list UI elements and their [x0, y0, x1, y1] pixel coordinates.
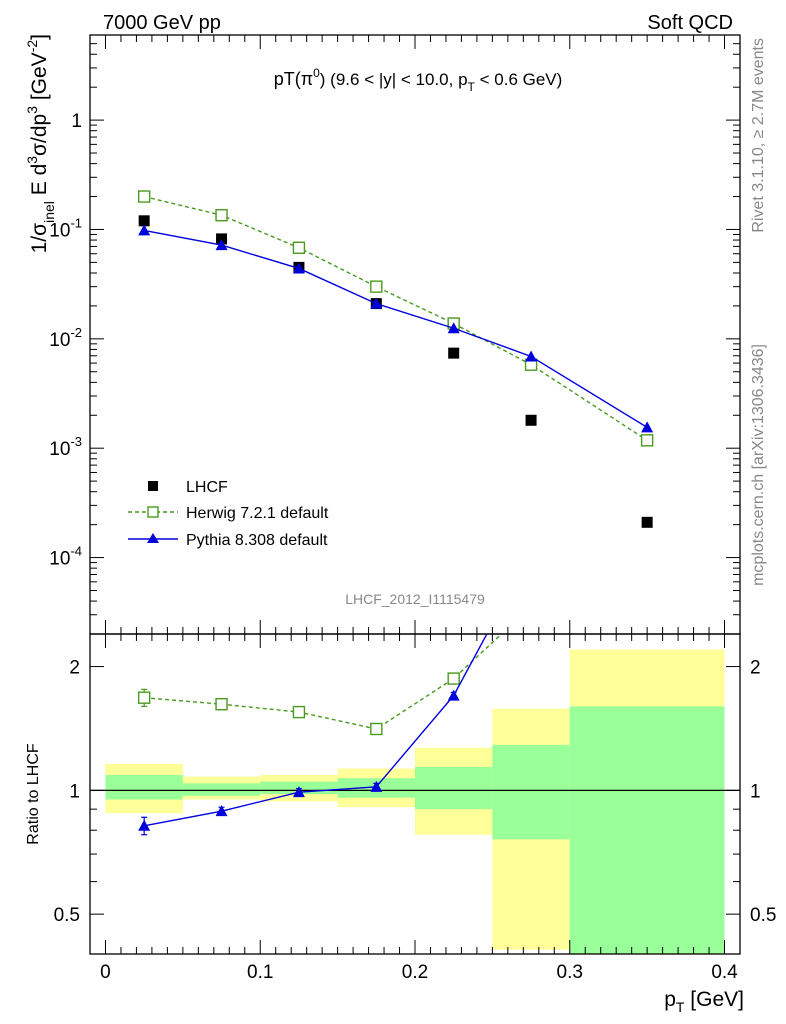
data-point-pythia — [292, 262, 305, 274]
uncertainty-band-inner — [182, 783, 261, 796]
series-line-pythia — [144, 229, 648, 428]
uncertainty-band-inner — [105, 774, 183, 800]
ratio-point-herwig — [292, 705, 306, 719]
ratio-plot: 0 0.1 0.2 0.3 0.4 0.5 0.5 1 1 2 2 Ratio to LHCF pT… — [25, 633, 776, 1015]
legend-item-pythia: Pythia 8.308 default — [128, 532, 328, 549]
legend: LHCF Herwig 7.2.1 default Pythia 8.308 d… — [128, 479, 329, 549]
y-tick-label: 10-3 — [49, 434, 82, 460]
data-point-pythia — [447, 322, 460, 334]
data-point-lhcf — [216, 233, 228, 245]
main-plot: 10-4 10-3 10-2 10-1 1 pT(π0) (9.6 < |y| < 10… — [24, 34, 741, 635]
x-tick-label: 0.3 — [557, 962, 583, 983]
series-line-herwig — [144, 195, 648, 441]
data-point-pythia — [215, 239, 228, 251]
legend-marker-pythia — [147, 533, 159, 543]
data-point-lhcf — [138, 215, 150, 227]
ratio-point-pythia — [447, 689, 460, 701]
x-tick-label: 0.1 — [247, 962, 273, 983]
y-tick-label: 10-4 — [49, 544, 82, 570]
header-left: 7000 GeV pp — [103, 12, 221, 34]
ratio-y-tick-label: 1 — [69, 781, 80, 802]
uncertainty-band-inner — [492, 744, 570, 840]
ratio-point-pythia — [370, 780, 383, 792]
x-axis-label: pT [GeV] — [664, 988, 744, 1015]
ratio-y-tick-label-right: 1 — [750, 781, 761, 802]
uncertainty-band-inner — [415, 766, 493, 810]
ratio-point-herwig — [447, 672, 460, 685]
y-axis-label: 1/σinel E d3σ/dp3 [GeV-2] — [24, 34, 57, 253]
data-point-lhcf — [525, 414, 537, 426]
data-point-pythia — [370, 297, 383, 309]
data-point-lhcf — [641, 516, 653, 528]
ratio-line-pythia — [144, 634, 488, 827]
ratio-point-pythia — [292, 786, 305, 798]
x-tick-label: 0.2 — [402, 962, 428, 983]
ratio-y-tick-label: 2 — [69, 658, 80, 679]
legend-marker-herwig — [147, 506, 159, 518]
data-point-pythia — [525, 350, 538, 362]
analysis-watermark: LHCF_2012_I1115479 — [345, 591, 485, 607]
legend-label-herwig: Herwig 7.2.1 default — [186, 505, 329, 522]
data-point-pythia — [641, 421, 654, 433]
ratio-point-herwig — [370, 722, 383, 736]
ratio-point-herwig — [215, 697, 228, 711]
legend-label-lhcf: LHCF — [186, 479, 228, 496]
header-right: Soft QCD — [647, 12, 733, 34]
ratio-point-pythia — [138, 819, 151, 831]
ratio-y-tick-label-right: 0.5 — [750, 905, 776, 926]
y-tick-label: 10-1 — [49, 215, 82, 241]
y-tick-label: 10-2 — [49, 325, 82, 351]
data-point-herwig — [292, 241, 306, 254]
ratio-point-herwig — [137, 691, 151, 704]
mcplots-label: mcplots.cern.ch [arXiv:1306.3436] — [750, 344, 767, 586]
data-point-herwig — [137, 190, 151, 203]
data-point-lhcf — [448, 347, 460, 359]
data-point-herwig — [215, 209, 228, 222]
uncertainty-band-inner — [569, 706, 725, 954]
y-tick-label: 1 — [71, 111, 82, 132]
plot-title: pT(π0) (9.6 < |y| < 10.0, pT < 0.6 GeV) — [274, 66, 563, 94]
ratio-y-tick-label-right: 2 — [750, 658, 761, 679]
data-point-herwig — [640, 434, 654, 447]
ratio-y-tick-label: 0.5 — [54, 905, 80, 926]
ratio-line-herwig — [144, 634, 503, 730]
data-point-pythia — [138, 224, 151, 236]
legend-label-pythia: Pythia 8.308 default — [186, 532, 328, 549]
x-tick-label: 0 — [100, 962, 111, 983]
rivet-label: Rivet 3.1.10, ≥ 2.7M events — [750, 38, 767, 233]
ratio-y-axis-label: Ratio to LHCF — [25, 743, 42, 845]
legend-marker-lhcf — [148, 481, 158, 491]
ratio-point-pythia — [215, 805, 228, 817]
x-tick-label: 0.4 — [711, 962, 738, 983]
legend-item-herwig: Herwig 7.2.1 default — [128, 505, 329, 522]
data-point-herwig — [370, 280, 383, 293]
legend-item-lhcf: LHCF — [148, 479, 228, 496]
